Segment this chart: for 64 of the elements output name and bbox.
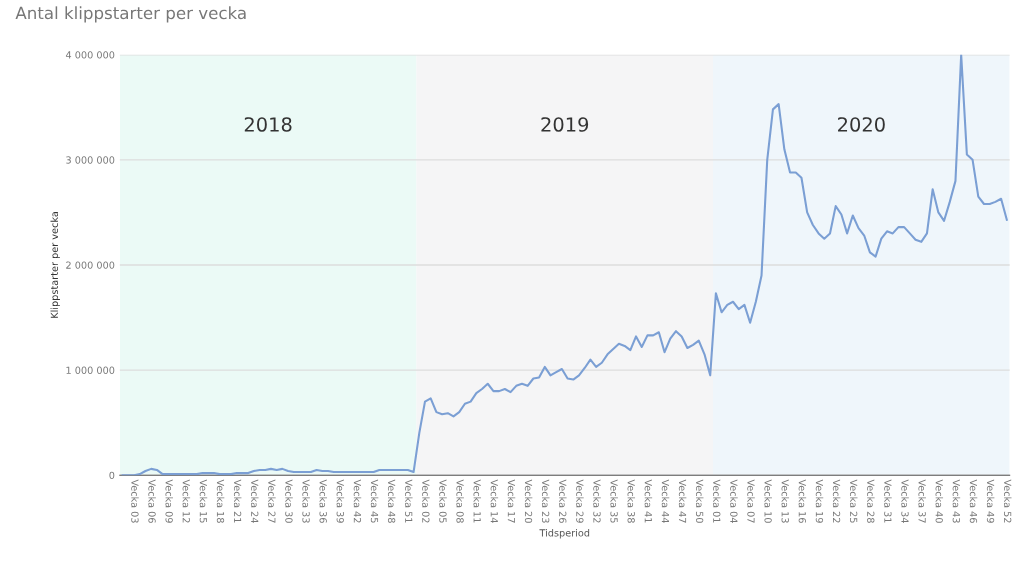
annotation: 2020 [838,117,885,132]
chart-title: Antal klippstarter per vecka [15,6,246,23]
x-tick-label: Vecka 38 [627,479,636,523]
x-tick-label: Vecka 28 [867,479,875,523]
y-tick-label: 4 000 000 [65,51,115,59]
x-tick-label: Vecka 34 [901,479,909,523]
x-tick-label: Vecka 25 [849,479,858,523]
x-tick-label: Vecka 02 [422,479,430,523]
x-tick-label: Vecka 18 [216,479,225,523]
x-tick-label: Vecka 09 [165,479,173,523]
y-tick-label: 1 000 000 [66,366,115,374]
x-tick-label: Vecka 45 [370,479,379,523]
x-tick-label: Vecka 29 [576,479,584,523]
x-tick-label: Vecka 15 [199,479,208,523]
x-tick-label: Vecka 19 [815,479,824,523]
x-tick-label: Vecka 04 [730,479,738,523]
x-tick-label: Vecka 22 [832,479,841,523]
x-tick-label: Vecka 39 [336,479,345,523]
annotation: 2019 [541,117,589,132]
x-tick-label: Vecka 52 [1003,479,1012,523]
x-tick-label: Vecka 44 [661,479,670,523]
x-tick-label: Vecka 42 [353,479,362,523]
x-tick-label: Vecka 43 [952,479,961,523]
annotation: 2018 [244,117,292,132]
x-tick-label: Vecka 21 [233,479,242,523]
x-tick-label: Vecka 12 [182,479,191,523]
x-tick-label: Vecka 14 [490,479,499,523]
x-tick-label: Vecka 31 [884,479,892,523]
x-tick-label: Vecka 11 [473,479,482,523]
line-series [121,54,1008,476]
x-tick-label: Vecka 23 [541,479,550,523]
y-tick-label: 2 000 000 [66,261,115,269]
x-tick-label: Vecka 33 [302,479,310,523]
x-tick-label: Vecka 32 [593,479,601,523]
x-tick-label: Vecka 41 [644,479,653,523]
x-tick-label: Vecka 40 [935,479,944,523]
x-tick-label: Vecka 51 [405,479,413,523]
x-tick-label: Vecka 10 [764,479,772,523]
x-tick-label: Vecka 13 [781,479,790,523]
x-tick-label: Vecka 26 [559,479,567,523]
x-tick-label: Vecka 17 [507,479,516,523]
y-tick-label: 3 000 000 [66,156,115,164]
y-tick-label: 0 [109,471,115,480]
x-tick-label: Vecka 01 [713,479,721,523]
x-tick-label: Vecka 46 [969,479,978,523]
x-tick-label: Vecka 07 [747,479,755,523]
x-tick-label: Vecka 36 [319,479,328,523]
x-tick-label: Vecka 06 [148,479,156,523]
x-tick-label: Vecka 49 [986,479,995,523]
x-tick-label: Vecka 03 [131,479,139,523]
x-tick-label: Vecka 48 [387,479,396,523]
x-tick-label: Vecka 35 [610,479,618,523]
x-tick-label: Vecka 08 [456,479,464,523]
x-tick-label: Vecka 16 [798,479,807,523]
x-tick-label: Vecka 20 [524,479,533,523]
x-axis-title: Tidsperiod [539,529,590,539]
x-tick-label: Vecka 24 [251,479,259,523]
y-axis-title: Klippstarter per vecka [50,212,60,318]
x-tick-label: Vecka 50 [695,479,704,523]
x-tick-label: Vecka 47 [678,479,687,523]
x-tick-label: Vecka 05 [439,479,447,523]
x-tick-label: Vecka 27 [268,479,276,523]
x-tick-label: Vecka 37 [918,479,926,523]
x-tick-label: Vecka 30 [285,479,293,523]
